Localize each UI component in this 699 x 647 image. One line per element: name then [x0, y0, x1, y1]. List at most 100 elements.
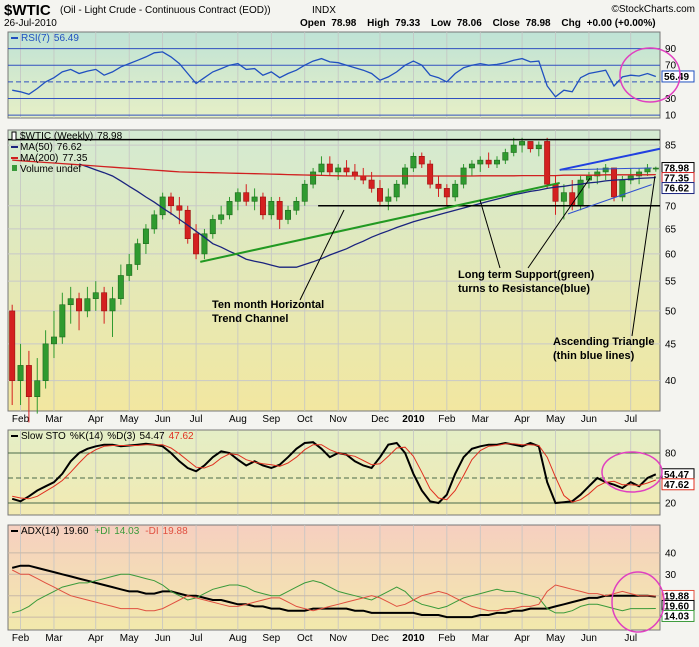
x-tick-label: Oct — [297, 414, 313, 425]
trend-line — [559, 147, 661, 171]
candle-body — [9, 310, 16, 381]
candle-body — [109, 298, 116, 312]
legend-text: 19.60 — [63, 526, 88, 537]
legend-text: RSI(7) — [21, 33, 50, 44]
value-box-label: 78.98 — [664, 164, 689, 175]
x-tick-label: Nov — [329, 633, 347, 644]
legend-candle-icon — [11, 131, 17, 141]
trend-line — [559, 167, 652, 171]
highlight-circle — [611, 571, 665, 633]
candle-body — [527, 141, 534, 150]
highlights — [601, 47, 681, 633]
value-box — [661, 478, 695, 491]
series-line — [12, 443, 656, 503]
value-box-label: 14.03 — [664, 611, 689, 622]
legend-entry: $WTIC (Weekly) 78.98 — [20, 131, 123, 142]
candle-body — [343, 167, 350, 173]
y-tick-label: 20 — [665, 499, 677, 510]
symbol: $WTIC — [4, 2, 51, 19]
trend-line — [200, 181, 560, 263]
legend-entry: ADX(14) 19.60 +DI 14.03 -DI 19.88 — [21, 526, 188, 537]
y-tick-label: 65 — [665, 224, 677, 235]
candle-body — [418, 156, 425, 165]
candle-body — [251, 196, 258, 202]
annotation-text: Trend Channel — [212, 313, 288, 325]
change-label: Chg — [561, 18, 580, 29]
y-tick-label: 50 — [665, 306, 677, 317]
candle-body — [226, 201, 233, 216]
legend-text: 19.88 — [163, 526, 188, 537]
value-box-label: 19.88 — [664, 591, 689, 602]
x-tick-label: Apr — [88, 414, 104, 425]
annotation-text: turns to Resistance(blue) — [458, 283, 590, 295]
series-line — [12, 159, 656, 177]
x-tick-label: Nov — [329, 414, 347, 425]
candle-body — [84, 298, 91, 312]
x-tick-label: Feb — [438, 633, 456, 644]
candle-body — [435, 183, 442, 189]
low-value: 78.06 — [457, 18, 482, 29]
legend-text: +DI — [94, 526, 110, 537]
candle-body — [168, 196, 174, 207]
value-box — [661, 70, 695, 83]
candle-body — [594, 171, 601, 177]
value-box-label: 19.60 — [664, 601, 689, 612]
y-tick-label: 55 — [665, 277, 677, 288]
annotation-text: Ascending Triangle — [553, 336, 654, 348]
legend-entry: Volume undef — [20, 164, 81, 175]
candle-body — [410, 156, 417, 169]
candle-body — [368, 179, 375, 189]
y-tick-label: 40 — [665, 548, 677, 559]
legend-entry: MA(50) 76.62 — [20, 142, 82, 153]
annotation-pointer — [527, 177, 591, 269]
y-tick-label: 45 — [665, 339, 677, 350]
legend-text: MA(200) — [20, 153, 58, 164]
candle-body — [376, 188, 383, 202]
value-box — [661, 182, 695, 195]
legend-text: 78.98 — [97, 131, 122, 142]
legend-text: 54.47 — [140, 431, 165, 442]
legend-swatch — [12, 165, 17, 171]
x-tick-label: 2010 — [402, 414, 425, 425]
candle-body — [468, 163, 475, 169]
date: 26-Jul-2010 — [4, 18, 57, 29]
quote-line: Open 78.98 High 79.33 Low 78.06 Close 78… — [300, 18, 656, 29]
candle-body — [318, 163, 325, 173]
legend-text: MA(50) — [20, 142, 53, 153]
y-tick-label: 30 — [665, 94, 677, 105]
candle-body — [92, 292, 99, 299]
series-line — [12, 51, 657, 98]
highlight-circle — [619, 47, 681, 103]
y-tick-label: 70 — [665, 201, 677, 212]
candle-body — [443, 188, 450, 198]
candle-body — [502, 152, 509, 161]
candle-body — [276, 201, 283, 220]
x-tick-label: 2010 — [402, 633, 425, 644]
x-tick-label: Feb — [12, 414, 30, 425]
panel-background — [7, 31, 661, 119]
candle-body — [293, 201, 300, 211]
series-line — [12, 573, 656, 614]
highlight-circle — [601, 451, 663, 493]
candle-body — [393, 183, 400, 198]
candle-body — [310, 171, 317, 185]
candle-body — [17, 365, 24, 381]
annotation-pointer — [299, 209, 345, 301]
legend-text: 47.62 — [169, 431, 194, 442]
candle-body — [385, 196, 392, 202]
value-box-label: 56.49 — [664, 72, 689, 83]
y-tick-label: 90 — [665, 44, 677, 55]
candle-body — [126, 264, 133, 276]
candle-body — [494, 159, 500, 165]
legend-text: 77.35 — [62, 153, 87, 164]
y-tick-label: 85 — [665, 141, 677, 152]
close-label: Close — [493, 18, 521, 29]
candle-body — [117, 275, 124, 299]
candle-body — [234, 192, 241, 202]
candle-body — [218, 214, 225, 220]
candle-body — [652, 167, 659, 170]
open-label: Open — [300, 18, 326, 29]
x-tick-label: May — [120, 633, 139, 644]
candle-body — [159, 196, 166, 216]
series-line — [11, 564, 656, 619]
